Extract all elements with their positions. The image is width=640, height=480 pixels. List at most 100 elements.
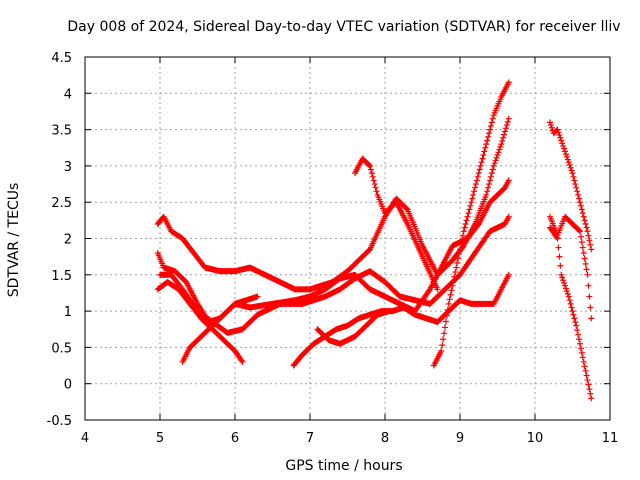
data-point-marker bbox=[501, 131, 508, 138]
data-point-marker bbox=[385, 308, 392, 315]
data-point-marker bbox=[500, 134, 507, 141]
data-point-marker bbox=[452, 269, 459, 276]
y-tick-label: 0 bbox=[64, 378, 72, 393]
data-point-marker bbox=[465, 210, 472, 217]
data-point-marker bbox=[559, 274, 566, 281]
data-point-marker bbox=[556, 132, 563, 139]
data-point-marker bbox=[569, 308, 576, 315]
data-point-marker bbox=[481, 148, 488, 155]
data-point-marker bbox=[584, 271, 591, 278]
data-point-marker bbox=[577, 233, 584, 240]
data-point-marker bbox=[557, 134, 564, 141]
series-trace-8 bbox=[352, 155, 441, 293]
data-point-marker bbox=[453, 264, 460, 271]
data-point-marker bbox=[441, 330, 448, 337]
data-point-marker bbox=[254, 293, 261, 300]
data-point-marker bbox=[578, 349, 585, 356]
data-point-marker bbox=[367, 166, 374, 173]
data-point-marker bbox=[564, 156, 571, 163]
data-point-marker bbox=[492, 157, 499, 164]
data-point-marker bbox=[556, 253, 563, 260]
data-point-marker bbox=[563, 288, 570, 295]
data-point-marker bbox=[560, 277, 567, 284]
data-point-marker bbox=[581, 255, 588, 262]
data-point-marker bbox=[497, 143, 504, 150]
y-tick-label: 2.5 bbox=[51, 196, 72, 211]
data-point-marker bbox=[495, 149, 502, 156]
data-point-marker bbox=[367, 162, 373, 169]
data-point-marker bbox=[586, 237, 593, 244]
data-point-marker bbox=[442, 324, 448, 331]
data-point-marker bbox=[470, 191, 477, 198]
data-point-marker bbox=[472, 184, 478, 191]
y-tick-label: 3.5 bbox=[51, 124, 72, 139]
data-point-marker bbox=[373, 188, 380, 195]
data-point-marker bbox=[487, 126, 493, 133]
data-point-marker bbox=[371, 181, 378, 188]
data-point-marker bbox=[444, 306, 451, 313]
data-point-marker bbox=[463, 217, 470, 224]
data-point-marker bbox=[466, 206, 473, 213]
data-point-marker bbox=[582, 260, 589, 267]
data-point-marker bbox=[489, 166, 496, 173]
y-tick-label: -0.5 bbox=[47, 414, 72, 429]
data-point-marker bbox=[571, 177, 578, 184]
data-point-marker bbox=[578, 239, 585, 246]
data-point-marker bbox=[582, 367, 589, 374]
data-point-marker bbox=[559, 140, 566, 147]
x-tick-label: 10 bbox=[527, 431, 544, 446]
data-point-marker bbox=[505, 79, 512, 86]
data-point-marker bbox=[577, 202, 584, 209]
data-point-marker bbox=[580, 213, 587, 220]
data-point-marker bbox=[474, 173, 481, 180]
data-point-marker bbox=[478, 159, 485, 166]
series-trace-1 bbox=[154, 115, 512, 293]
data-point-marker bbox=[561, 145, 568, 152]
data-point-marker bbox=[475, 170, 482, 177]
data-point-marker bbox=[483, 191, 490, 198]
y-tick-label: 2 bbox=[64, 233, 72, 248]
data-point-marker bbox=[498, 141, 505, 148]
data-point-marker bbox=[445, 300, 452, 307]
data-point-marker bbox=[238, 357, 245, 364]
data-marks bbox=[154, 79, 595, 402]
data-point-marker bbox=[502, 128, 508, 135]
y-tick-label: 1 bbox=[64, 305, 72, 320]
series-trace-10 bbox=[547, 119, 595, 253]
series-trace-9 bbox=[430, 79, 512, 369]
data-point-marker bbox=[440, 336, 447, 343]
data-point-marker bbox=[499, 137, 506, 144]
data-point-marker bbox=[574, 327, 581, 334]
data-point-marker bbox=[585, 282, 592, 289]
data-point-marker bbox=[457, 246, 463, 253]
data-point-marker bbox=[569, 170, 576, 177]
data-point-marker bbox=[587, 390, 594, 397]
data-point-marker bbox=[574, 188, 581, 195]
data-point-marker bbox=[575, 331, 582, 338]
data-point-marker bbox=[366, 161, 373, 168]
data-point-marker bbox=[505, 213, 512, 220]
data-point-marker bbox=[488, 119, 495, 126]
data-point-marker bbox=[467, 202, 474, 209]
data-point-marker bbox=[438, 348, 445, 355]
x-tick-label: 5 bbox=[156, 431, 164, 446]
data-point-marker bbox=[573, 322, 580, 329]
data-point-marker bbox=[570, 173, 577, 180]
data-point-marker bbox=[548, 124, 555, 131]
data-point-marker bbox=[494, 152, 501, 159]
data-point-marker bbox=[547, 119, 553, 126]
data-point-marker bbox=[577, 340, 583, 347]
data-point-marker bbox=[547, 122, 554, 129]
data-point-marker bbox=[576, 336, 583, 343]
axis-ticks bbox=[84, 56, 611, 421]
data-point-marker bbox=[583, 372, 590, 379]
data-point-marker bbox=[586, 386, 593, 393]
x-tick-label: 4 bbox=[81, 431, 89, 446]
data-point-marker bbox=[580, 250, 587, 257]
data-point-marker bbox=[570, 311, 577, 318]
x-tick-label: 9 bbox=[456, 431, 464, 446]
data-point-marker bbox=[575, 191, 582, 198]
data-point-marker bbox=[487, 173, 494, 180]
data-point-marker bbox=[571, 315, 578, 322]
